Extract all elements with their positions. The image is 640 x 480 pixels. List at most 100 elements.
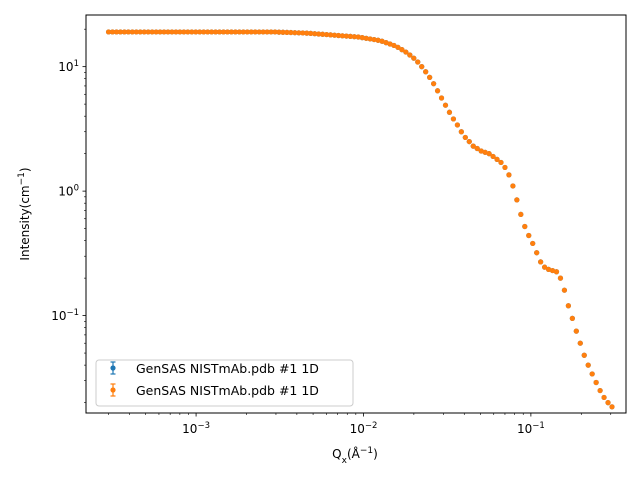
- data-point: [236, 29, 242, 35]
- data-point: [379, 38, 385, 44]
- data-point: [323, 31, 330, 38]
- data-point: [549, 267, 556, 274]
- data-point: [498, 159, 504, 166]
- data-point: [276, 29, 282, 35]
- data-point: [339, 33, 346, 39]
- x-tick-label: 10−3: [182, 421, 210, 436]
- data-point: [292, 30, 298, 36]
- data-point: [125, 29, 131, 35]
- data-point: [216, 29, 223, 35]
- data-point: [113, 29, 120, 35]
- data-point: [256, 29, 262, 35]
- data-point: [419, 64, 425, 70]
- data-point: [561, 287, 568, 293]
- data-point: [446, 109, 453, 115]
- data-point: [248, 29, 254, 35]
- data-point: [165, 29, 171, 35]
- data-point: [320, 31, 326, 37]
- data-point: [232, 29, 238, 35]
- data-point: [327, 32, 334, 38]
- data-point: [105, 29, 112, 35]
- data-point: [141, 29, 147, 35]
- data-point: [589, 371, 595, 377]
- data-point: [173, 29, 179, 35]
- y-tick-label: 10−1: [51, 308, 79, 323]
- data-point: [300, 30, 306, 36]
- data-point: [474, 145, 480, 152]
- data-point: [145, 29, 151, 35]
- data-point: [593, 379, 599, 386]
- data-point: [565, 303, 571, 309]
- data-point: [538, 259, 544, 265]
- data-point: [601, 394, 607, 401]
- data-point: [534, 250, 540, 256]
- data-point: [387, 41, 393, 47]
- data-point: [224, 29, 231, 35]
- data-point: [363, 35, 369, 41]
- data-point: [585, 362, 591, 368]
- data-point: [411, 55, 417, 61]
- data-point: [494, 156, 500, 162]
- y-tick-label: 100: [58, 184, 79, 199]
- data-point: [597, 387, 603, 394]
- data-point: [264, 29, 270, 35]
- data-point: [375, 37, 381, 43]
- data-point: [478, 148, 484, 154]
- data-point: [240, 29, 246, 35]
- data-point: [117, 29, 124, 35]
- data-point: [502, 164, 508, 171]
- x-axis-label: Qx(Å−1): [332, 446, 378, 466]
- data-point: [193, 29, 199, 35]
- data-point: [343, 33, 349, 39]
- data-point: [434, 88, 441, 94]
- data-point: [133, 29, 139, 35]
- data-point: [201, 29, 207, 35]
- legend: GenSAS NISTmAb.pdb #1 1D GenSAS NISTmAb.…: [95, 359, 354, 407]
- data-point: [462, 134, 468, 141]
- data-point: [308, 30, 314, 36]
- data-point: [252, 29, 258, 35]
- data-point: [553, 269, 560, 275]
- data-point: [189, 29, 195, 35]
- data-point: [205, 29, 211, 35]
- data-point: [347, 33, 353, 40]
- data-point: [129, 29, 135, 35]
- data-point: [542, 264, 548, 270]
- legend-label-1: GenSAS NISTmAb.pdb #1 1D: [136, 361, 319, 376]
- data-point: [304, 30, 310, 36]
- data-point: [268, 29, 274, 35]
- data-point: [181, 29, 187, 35]
- data-point: [486, 151, 492, 157]
- data-point: [518, 211, 524, 218]
- data-point: [351, 34, 357, 40]
- data-point: [522, 223, 528, 230]
- legend-entry-1: GenSAS NISTmAb.pdb #1 1D: [110, 361, 319, 376]
- data-point: [450, 116, 457, 122]
- plot-area: [105, 29, 615, 410]
- data-point: [415, 59, 421, 65]
- data-point: [177, 29, 183, 35]
- data-point: [605, 400, 611, 406]
- data-point: [121, 29, 127, 35]
- legend-marker-1: [110, 365, 116, 371]
- y-tick-label: 101: [58, 59, 79, 74]
- data-point: [260, 29, 266, 35]
- data-point: [482, 149, 488, 155]
- data-point: [296, 30, 302, 36]
- axis-ticks: 10−3 10−2 10−1 10−1 100 101: [51, 28, 612, 436]
- data-point: [577, 340, 583, 346]
- data-point: [407, 52, 413, 58]
- data-point: [514, 197, 520, 203]
- data-point: [209, 29, 215, 35]
- data-point: [153, 29, 159, 35]
- data-point: [383, 40, 389, 46]
- data-point: [355, 34, 361, 40]
- data-point: [280, 29, 286, 35]
- data-point: [490, 153, 496, 160]
- data-point: [284, 29, 290, 35]
- data-point: [510, 183, 516, 189]
- legend-entry-2: GenSAS NISTmAb.pdb #1 1D: [110, 383, 319, 398]
- data-point: [212, 29, 219, 35]
- data-point: [244, 29, 250, 35]
- data-point: [557, 275, 564, 281]
